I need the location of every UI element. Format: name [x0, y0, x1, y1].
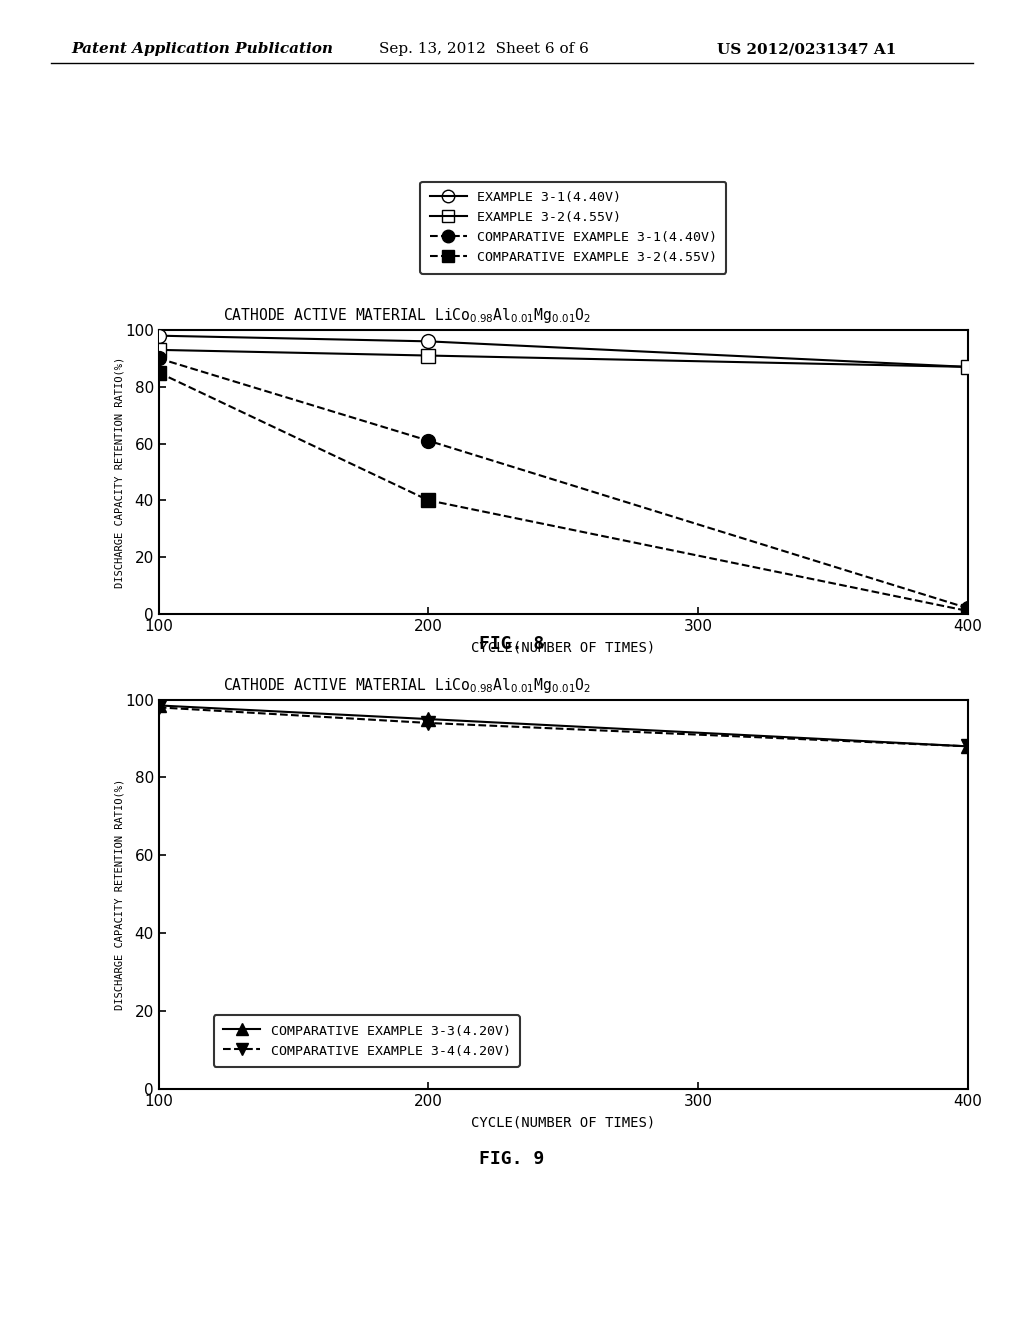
Text: FIG. 9: FIG. 9: [479, 1150, 545, 1168]
Y-axis label: DISCHARGE CAPACITY RETENTION RATIO(%): DISCHARGE CAPACITY RETENTION RATIO(%): [115, 779, 125, 1010]
Text: Patent Application Publication: Patent Application Publication: [72, 42, 334, 57]
Text: CATHODE ACTIVE MATERIAL LiCo$_{0.98}$Al$_{0.01}$Mg$_{0.01}$O$_2$: CATHODE ACTIVE MATERIAL LiCo$_{0.98}$Al$…: [223, 676, 592, 694]
Text: CATHODE ACTIVE MATERIAL LiCo$_{0.98}$Al$_{0.01}$Mg$_{0.01}$O$_2$: CATHODE ACTIVE MATERIAL LiCo$_{0.98}$Al$…: [223, 306, 592, 325]
Legend: COMPARATIVE EXAMPLE 3-3(4.20V), COMPARATIVE EXAMPLE 3-4(4.20V): COMPARATIVE EXAMPLE 3-3(4.20V), COMPARAT…: [214, 1015, 520, 1067]
Text: FIG. 8: FIG. 8: [479, 635, 545, 653]
X-axis label: CYCLE(NUMBER OF TIMES): CYCLE(NUMBER OF TIMES): [471, 640, 655, 655]
Text: US 2012/0231347 A1: US 2012/0231347 A1: [717, 42, 896, 57]
Legend: EXAMPLE 3-1(4.40V), EXAMPLE 3-2(4.55V), COMPARATIVE EXAMPLE 3-1(4.40V), COMPARAT: EXAMPLE 3-1(4.40V), EXAMPLE 3-2(4.55V), …: [421, 182, 726, 273]
Text: Sep. 13, 2012  Sheet 6 of 6: Sep. 13, 2012 Sheet 6 of 6: [379, 42, 589, 57]
X-axis label: CYCLE(NUMBER OF TIMES): CYCLE(NUMBER OF TIMES): [471, 1115, 655, 1130]
Y-axis label: DISCHARGE CAPACITY RETENTION RATIO(%): DISCHARGE CAPACITY RETENTION RATIO(%): [115, 356, 125, 587]
